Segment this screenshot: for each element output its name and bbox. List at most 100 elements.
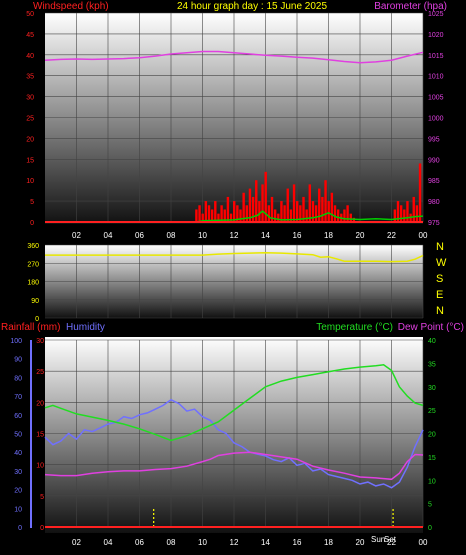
wind-bar — [261, 184, 264, 222]
windspeed-tick: 40 — [26, 53, 34, 60]
rainfall-tick: 0 — [40, 525, 44, 532]
wind-bar — [195, 209, 198, 222]
wind-bar — [296, 201, 299, 222]
windspeed-tick: 30 — [26, 95, 34, 102]
wind-bar — [412, 196, 415, 222]
humidity-line — [44, 398, 424, 489]
windspeed-tick: 0 — [30, 220, 34, 227]
rainfall-tick: 30 — [36, 338, 44, 345]
wind-bar — [251, 196, 255, 222]
wind-bar — [396, 201, 400, 222]
wind-bar — [264, 171, 267, 222]
humidity-tick: 30 — [14, 469, 22, 476]
temperature-tick: 5 — [428, 502, 432, 509]
direction-tick: 360 — [27, 243, 39, 250]
wind-bar — [207, 205, 211, 222]
windspeed-tick: 10 — [26, 178, 34, 185]
wind-bar — [330, 192, 334, 222]
temperature-tick: 15 — [428, 455, 436, 462]
humidity-tick: 20 — [14, 488, 22, 495]
wind-bar — [286, 188, 289, 222]
legend-humidity: Humidity — [66, 322, 105, 333]
wind-bar — [226, 196, 230, 222]
temperature-tick: 25 — [428, 408, 436, 415]
humidity-tick: 60 — [14, 413, 22, 420]
windspeed-tick: 45 — [26, 32, 34, 39]
temperature-tick: 35 — [428, 361, 436, 368]
wind-bar — [406, 201, 409, 222]
wind-bar — [198, 205, 201, 222]
x-tick: 04 — [104, 231, 113, 240]
humidity-tick: 90 — [14, 357, 22, 364]
windspeed-ticks: 0 5 10 15 20 25 30 35 40 45 50 — [26, 11, 34, 227]
wind-bar — [311, 201, 315, 222]
wind-bar — [299, 205, 302, 222]
barometer-axis-label: Barometer (hpa) — [374, 1, 447, 12]
wind-bar — [267, 205, 271, 222]
wind-bar — [289, 209, 293, 222]
direction-gridlines — [45, 244, 424, 319]
barometer-tick: 995 — [428, 136, 440, 143]
wind-bar — [393, 209, 397, 222]
compass-tick: E — [436, 289, 443, 301]
windspeed-axis-label: Windspeed (kph) — [33, 1, 109, 12]
wind-bar — [204, 201, 208, 222]
x-tick: 10 — [198, 538, 207, 547]
legend-temperature: Temperature (°C) — [316, 322, 393, 333]
wind-bar — [201, 213, 204, 222]
x-tick: 14 — [261, 538, 270, 547]
barometer-tick: 985 — [428, 178, 440, 185]
wind-bar — [327, 201, 330, 222]
wind-bar — [343, 209, 346, 222]
compass-tick: W — [436, 257, 447, 269]
windspeed-tick: 25 — [26, 116, 34, 123]
wind-bar — [418, 163, 422, 222]
wind-bar — [283, 205, 286, 222]
wind-bar — [236, 205, 239, 222]
humidity-ticks: 0 10 20 30 40 50 60 70 80 90 100 — [10, 338, 22, 532]
wind-bar — [292, 184, 296, 222]
rainfall-ticks: 0 5 10 15 20 25 30 — [36, 338, 44, 532]
barometer-tick: 1025 — [428, 11, 444, 18]
barometer-tick: 1000 — [428, 116, 444, 123]
wind-bars — [195, 163, 422, 222]
x-tick: 08 — [167, 231, 176, 240]
wind-bar — [336, 209, 340, 222]
x-tick: 20 — [356, 538, 365, 547]
wind-bar — [280, 201, 283, 222]
wind-bar — [233, 201, 236, 222]
windspeed-tick: 35 — [26, 74, 34, 81]
compass-tick: N — [436, 241, 444, 253]
direction-tick: 270 — [27, 261, 39, 268]
wind-gust-line — [45, 210, 424, 223]
rainfall-tick: 25 — [36, 369, 44, 376]
sun-label: Sun — [371, 535, 385, 544]
barometer-ticks: 975 980 985 990 995 1000 1005 1010 1015 1020 1025 — [428, 11, 444, 227]
wind-bar — [314, 205, 318, 222]
barometer-tick: 975 — [428, 220, 440, 227]
rainfall-tick: 15 — [36, 432, 44, 439]
set-label: Set — [384, 535, 397, 544]
windspeed-tick: 5 — [30, 199, 34, 206]
x-tick: 00 — [419, 231, 428, 240]
wind-bar — [229, 213, 233, 222]
wind-bar — [399, 205, 403, 222]
x-tick: 14 — [261, 231, 270, 240]
wind-bar — [349, 213, 352, 222]
sun-markers — [153, 509, 394, 527]
humidity-tick: 80 — [14, 375, 22, 382]
barometer-tick: 1020 — [428, 32, 444, 39]
x-tick: 06 — [135, 231, 144, 240]
x-tick: 18 — [324, 231, 333, 240]
direction-tick: 0 — [35, 316, 39, 323]
wind-bar — [346, 205, 349, 222]
direction-tick: 90 — [31, 298, 39, 305]
wind-bar — [258, 201, 261, 222]
temperature-tick: 30 — [428, 385, 436, 392]
wind-bar — [273, 209, 277, 222]
wind-bar — [403, 209, 406, 222]
windspeed-tick: 20 — [26, 136, 34, 143]
compass-tick: S — [436, 273, 443, 285]
x-tick: 12 — [230, 231, 239, 240]
